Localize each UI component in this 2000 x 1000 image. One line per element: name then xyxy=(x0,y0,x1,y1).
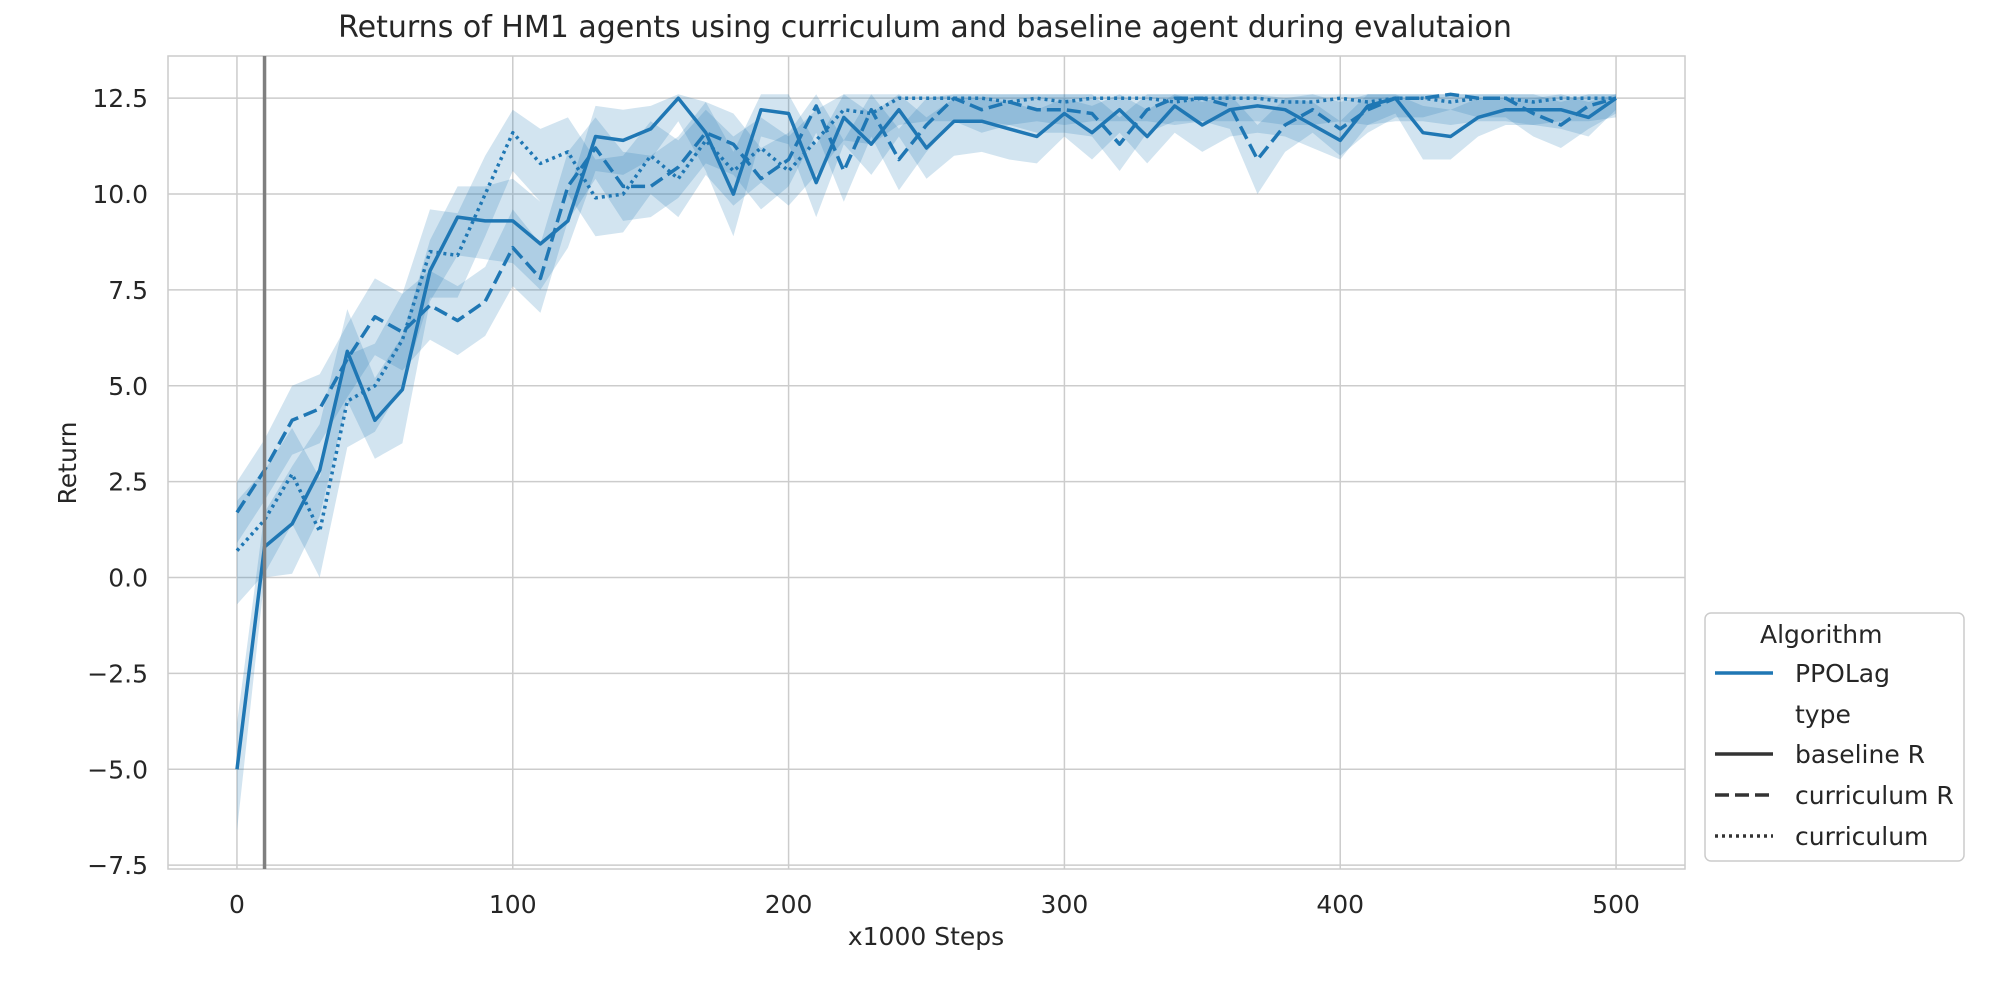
x-tick-label: 500 xyxy=(1592,890,1640,919)
y-axis-label: Return xyxy=(53,422,82,505)
legend-label-curriculum-r: curriculum R xyxy=(1795,781,1954,810)
y-tick-label: −7.5 xyxy=(87,851,148,880)
x-tick-label: 0 xyxy=(229,890,245,919)
x-tick-label: 300 xyxy=(1041,890,1089,919)
y-tick-labels: −7.5 −5.0 −2.5 0.0 2.5 5.0 7.5 10.0 12.5 xyxy=(87,84,148,880)
legend-title-algorithm: Algorithm xyxy=(1760,620,1882,649)
legend-label-baseline-r: baseline R xyxy=(1795,740,1925,769)
plot-area xyxy=(167,55,1686,870)
legend-label-curriculum: curriculum xyxy=(1795,822,1928,851)
chart-title: Returns of HM1 agents using curriculum a… xyxy=(338,10,1512,45)
y-tick-label: −2.5 xyxy=(87,659,148,688)
series-lines xyxy=(235,92,1618,770)
x-tick-labels: 0 100 200 300 400 500 xyxy=(229,890,1640,919)
y-tick-label: 5.0 xyxy=(108,372,148,401)
y-tick-label: 10.0 xyxy=(92,180,148,209)
y-tick-label: −5.0 xyxy=(87,755,148,784)
legend-box xyxy=(1704,612,1965,862)
legend-label-ppolag: PPOLag xyxy=(1795,659,1890,688)
y-tick-label: 12.5 xyxy=(92,84,148,113)
y-tick-label: 7.5 xyxy=(108,276,148,305)
legend: Algorithm PPOLag type baseline R curricu… xyxy=(1704,612,1965,862)
legend-title-type: type xyxy=(1795,700,1851,729)
x-tick-label: 200 xyxy=(765,890,813,919)
x-axis-label: x1000 Steps xyxy=(848,922,1004,951)
x-tick-label: 100 xyxy=(489,890,537,919)
x-tick-label: 400 xyxy=(1316,890,1364,919)
line-curriculum-r xyxy=(235,92,1617,514)
y-tick-label: 2.5 xyxy=(108,468,148,497)
y-tick-label: 0.0 xyxy=(108,564,148,593)
line-curriculum xyxy=(235,96,1616,552)
